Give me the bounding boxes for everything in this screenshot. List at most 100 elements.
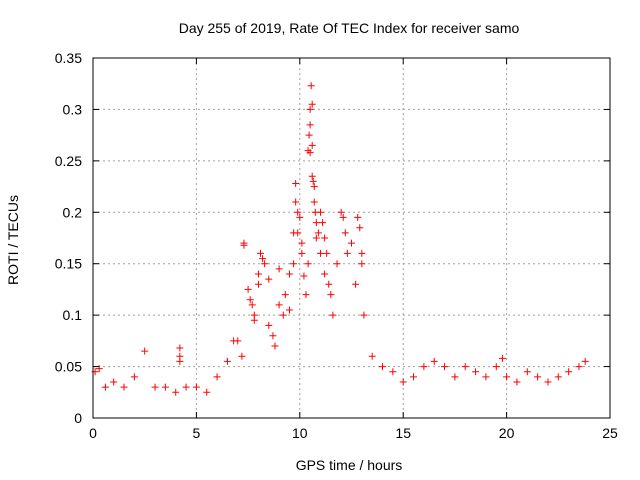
data-point [302, 291, 310, 299]
data-point [308, 141, 316, 149]
data-point [358, 260, 366, 268]
data-point [240, 241, 248, 249]
data-point [309, 177, 317, 185]
data-point [259, 255, 267, 263]
data-point [352, 280, 360, 288]
data-point [399, 378, 407, 386]
data-point [305, 131, 313, 139]
data-point [182, 383, 190, 391]
data-point [250, 316, 258, 324]
data-point [513, 378, 521, 386]
data-point [265, 321, 273, 329]
data-point [238, 352, 246, 360]
data-point [176, 357, 184, 365]
data-point [161, 383, 169, 391]
data-point [492, 363, 500, 371]
data-point [575, 363, 583, 371]
data-point [354, 213, 362, 221]
data-point [544, 378, 552, 386]
data-point [176, 344, 184, 352]
data-point [534, 373, 542, 381]
grid-layer [93, 58, 610, 418]
data-point [312, 219, 320, 227]
y-tick-label: 0.2 [63, 204, 83, 220]
y-tick-label: 0 [74, 410, 82, 426]
data-point [368, 352, 376, 360]
data-point [379, 363, 387, 371]
data-point [298, 239, 306, 247]
data-point [192, 383, 200, 391]
data-point [213, 373, 221, 381]
y-tick-label: 0.3 [63, 101, 83, 117]
data-point [141, 347, 149, 355]
data-point [307, 82, 315, 90]
data-point [281, 291, 289, 299]
data-point [327, 291, 335, 299]
data-point [482, 373, 490, 381]
data-point [130, 373, 138, 381]
data-point [316, 249, 324, 257]
data-point [451, 373, 459, 381]
data-point [341, 229, 349, 237]
data-point [257, 249, 265, 257]
data-point [430, 357, 438, 365]
data-point [472, 368, 480, 376]
plot-border [92, 57, 611, 419]
data-point [306, 149, 314, 157]
x-tick-label: 15 [395, 425, 411, 441]
data-point [321, 270, 329, 278]
data-point [306, 121, 314, 129]
data-point [310, 183, 318, 191]
y-axis-label: ROTI / TECUs [5, 195, 21, 285]
data-point [151, 383, 159, 391]
data-point [246, 296, 254, 304]
data-point [356, 224, 364, 232]
data-point [329, 311, 337, 319]
points-layer [91, 82, 589, 396]
data-point [244, 285, 252, 293]
data-point [234, 337, 242, 345]
data-point [333, 260, 341, 268]
data-point [203, 388, 211, 396]
x-axis-label: GPS time / hours [296, 457, 403, 473]
data-point [265, 275, 273, 283]
data-point [294, 208, 302, 216]
y-tick-label: 0.25 [55, 153, 82, 169]
chart-title: Day 255 of 2019, Rate Of TEC Index for r… [179, 20, 520, 36]
y-tick-label: 0.15 [55, 256, 82, 272]
data-point [316, 208, 324, 216]
data-point [300, 272, 308, 280]
data-point [290, 260, 298, 268]
x-tick-label: 10 [292, 425, 308, 441]
data-point [296, 213, 304, 221]
data-point [306, 105, 314, 113]
data-point [312, 234, 320, 242]
data-point [360, 311, 368, 319]
data-point [410, 373, 418, 381]
data-point [172, 388, 180, 396]
data-point [319, 219, 327, 227]
data-point [523, 368, 531, 376]
x-tick-label: 5 [193, 425, 201, 441]
data-point [275, 301, 283, 309]
data-point [275, 265, 283, 273]
data-point [389, 368, 397, 376]
x-tick-label: 25 [602, 425, 618, 441]
data-point [581, 357, 589, 365]
data-point [110, 378, 118, 386]
labels-layer: Day 255 of 2019, Rate Of TEC Index for r… [5, 20, 519, 473]
data-point [441, 363, 449, 371]
data-point [348, 239, 355, 247]
data-point [285, 306, 293, 314]
x-tick-label: 0 [89, 425, 97, 441]
data-point [304, 260, 312, 268]
y-tick-label: 0.05 [55, 359, 82, 375]
data-point [308, 172, 316, 180]
data-point [308, 100, 316, 108]
data-point [269, 332, 277, 340]
data-point [285, 270, 293, 278]
data-point [254, 280, 262, 288]
data-point [271, 342, 279, 350]
data-point [261, 260, 269, 268]
